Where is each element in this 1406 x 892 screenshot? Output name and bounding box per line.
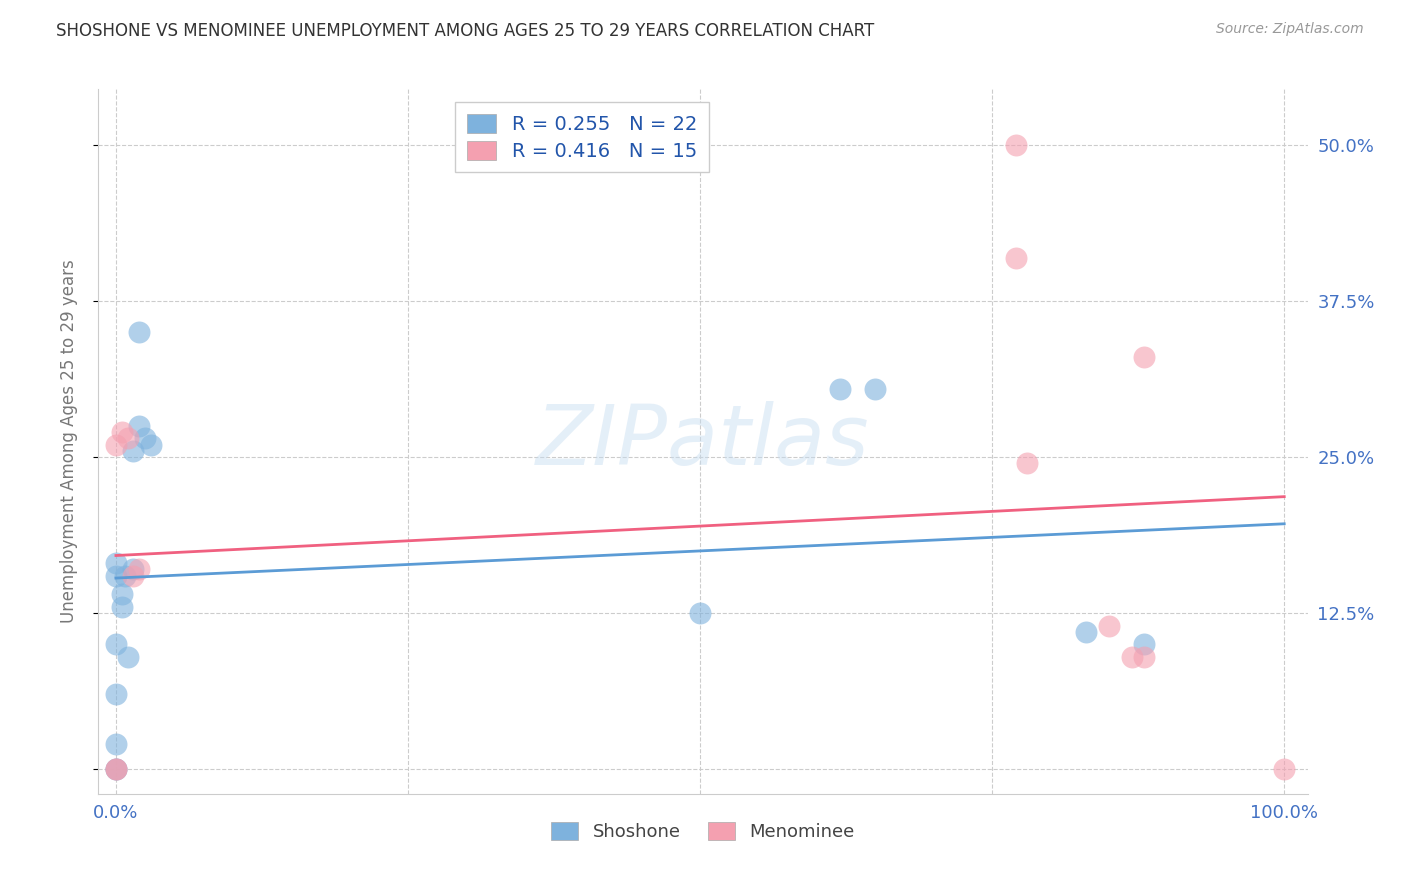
Point — [865, 382, 887, 396]
Point — [128, 419, 150, 434]
Text: ZIPatlas: ZIPatlas — [536, 401, 870, 482]
Y-axis label: Unemployment Among Ages 25 to 29 years: Unemployment Among Ages 25 to 29 years — [59, 260, 77, 624]
Point — [689, 606, 711, 620]
Point — [104, 737, 127, 751]
Point — [122, 562, 145, 576]
Point — [104, 637, 127, 651]
Point — [117, 432, 139, 446]
Point — [128, 562, 150, 576]
Point — [114, 568, 136, 582]
Point — [111, 425, 134, 440]
Point — [111, 599, 134, 614]
Point — [1074, 624, 1097, 639]
Point — [104, 556, 127, 570]
Point — [104, 762, 127, 776]
Point — [1004, 138, 1026, 153]
Point — [104, 762, 127, 776]
Point — [104, 568, 127, 582]
Point — [111, 587, 134, 601]
Point — [128, 326, 150, 340]
Text: Source: ZipAtlas.com: Source: ZipAtlas.com — [1216, 22, 1364, 37]
Legend: Shoshone, Menominee: Shoshone, Menominee — [544, 815, 862, 848]
Point — [1017, 456, 1039, 470]
Point — [139, 437, 162, 451]
Point — [1133, 351, 1156, 365]
Point — [1004, 251, 1026, 265]
Point — [117, 649, 139, 664]
Point — [104, 437, 127, 451]
Point — [1133, 649, 1156, 664]
Point — [1133, 637, 1156, 651]
Point — [122, 568, 145, 582]
Point — [830, 382, 852, 396]
Point — [122, 443, 145, 458]
Point — [1098, 618, 1121, 632]
Text: SHOSHONE VS MENOMINEE UNEMPLOYMENT AMONG AGES 25 TO 29 YEARS CORRELATION CHART: SHOSHONE VS MENOMINEE UNEMPLOYMENT AMONG… — [56, 22, 875, 40]
Point — [1272, 762, 1295, 776]
Point — [104, 762, 127, 776]
Point — [104, 687, 127, 701]
Point — [134, 432, 156, 446]
Point — [104, 762, 127, 776]
Point — [1121, 649, 1143, 664]
